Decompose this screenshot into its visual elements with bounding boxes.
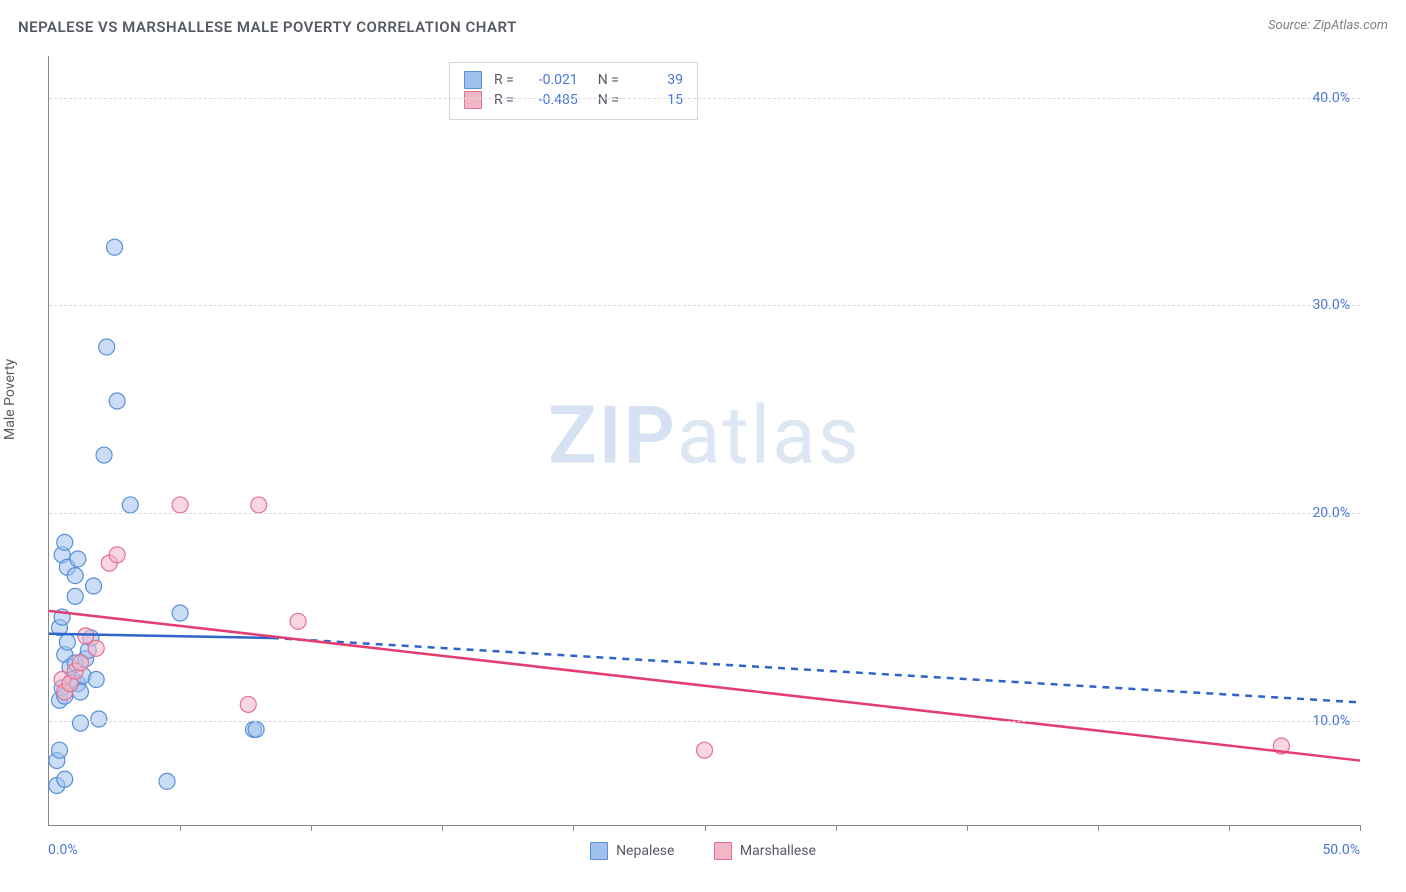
x-tick — [1098, 825, 1099, 831]
x-tick — [180, 825, 181, 831]
y-tick-label: 10.0% — [1312, 713, 1350, 729]
scatter-point — [159, 773, 175, 789]
scatter-point — [248, 721, 264, 737]
x-tick — [967, 825, 968, 831]
x-tick — [1360, 825, 1361, 831]
scatter-point — [172, 605, 188, 621]
scatter-point — [88, 672, 104, 688]
series-legend: Nepalese Marshallese — [0, 842, 1406, 864]
scatter-point — [107, 239, 123, 255]
x-tick — [442, 825, 443, 831]
scatter-point — [91, 711, 107, 727]
scatter-point — [72, 715, 88, 731]
scatter-point — [67, 568, 83, 584]
scatter-point — [86, 578, 102, 594]
y-tick-label: 20.0% — [1312, 505, 1350, 521]
scatter-point — [67, 588, 83, 604]
scatter-point — [88, 640, 104, 656]
plot-area: ZIPatlas R = -0.021 N = 39 R = -0.485 N … — [48, 56, 1360, 826]
scatter-point — [72, 655, 88, 671]
source-text: Source: ZipAtlas.com — [1268, 18, 1388, 33]
legend-label-marshallese: Marshallese — [740, 843, 816, 859]
scatter-point — [109, 547, 125, 563]
legend-label-nepalese: Nepalese — [616, 843, 674, 859]
gridline — [49, 513, 1360, 514]
scatter-point — [70, 551, 86, 567]
scatter-point — [59, 634, 75, 650]
gridline — [49, 98, 1360, 99]
scatter-point — [57, 534, 73, 550]
y-axis-title: Male Poverty — [2, 359, 18, 440]
x-tick — [836, 825, 837, 831]
gridline — [49, 721, 1360, 722]
scatter-point — [96, 447, 112, 463]
scatter-point — [109, 393, 125, 409]
swatch-nepalese — [590, 842, 608, 860]
scatter-point — [122, 497, 138, 513]
trend-line — [272, 638, 1360, 702]
gridline — [49, 305, 1360, 306]
trend-line — [49, 611, 1360, 761]
x-tick — [311, 825, 312, 831]
x-tick — [1229, 825, 1230, 831]
scatter-point — [51, 742, 67, 758]
y-tick-label: 40.0% — [1312, 90, 1350, 106]
scatter-point — [240, 696, 256, 712]
scatter-point — [172, 497, 188, 513]
legend-item-marshallese: Marshallese — [714, 842, 816, 860]
swatch-marshallese — [714, 842, 732, 860]
x-tick — [705, 825, 706, 831]
chart-title: NEPALESE VS MARSHALLESE MALE POVERTY COR… — [18, 18, 517, 36]
scatter-point — [57, 771, 73, 787]
x-tick — [573, 825, 574, 831]
y-tick-label: 30.0% — [1312, 297, 1350, 313]
scatter-point — [99, 339, 115, 355]
scatter-point — [697, 742, 713, 758]
scatter-point — [290, 613, 306, 629]
scatter-point — [251, 497, 267, 513]
plot-svg — [49, 56, 1360, 825]
legend-item-nepalese: Nepalese — [590, 842, 674, 860]
